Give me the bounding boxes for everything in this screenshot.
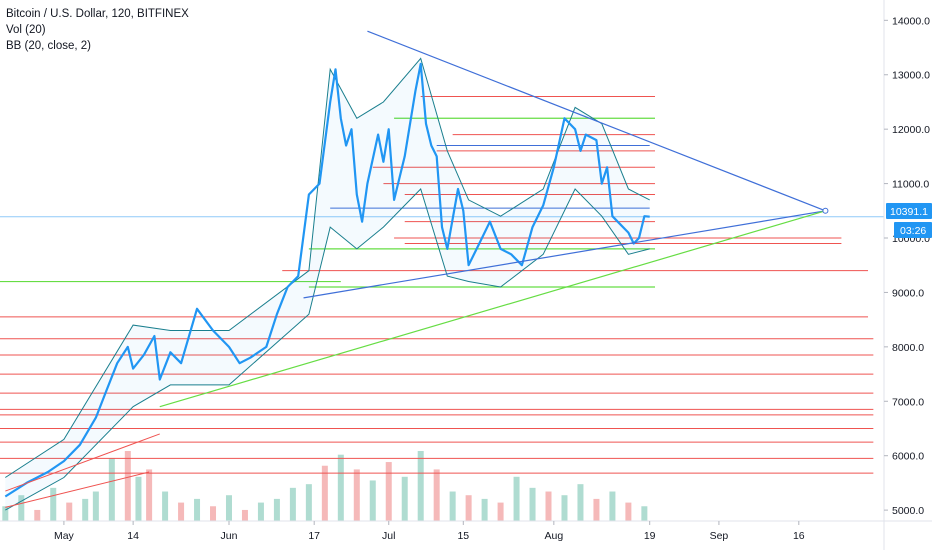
volume-bar bbox=[513, 476, 520, 521]
volume-bar bbox=[481, 498, 488, 521]
legend-bollinger: BB (20, close, 2) bbox=[6, 40, 92, 52]
legend-volume: Vol (20) bbox=[6, 24, 46, 36]
x-tick-label: 14 bbox=[127, 530, 139, 542]
y-tick-label: 8000.0 bbox=[892, 342, 924, 354]
volume-bar bbox=[162, 491, 169, 521]
volume-bar bbox=[210, 506, 217, 521]
volume-bar bbox=[178, 502, 185, 521]
volume-layer bbox=[2, 451, 648, 521]
red-channel-line bbox=[5, 433, 160, 492]
volume-bar bbox=[337, 454, 344, 521]
volume-bar bbox=[289, 487, 296, 521]
volume-bar bbox=[273, 498, 280, 521]
volume-bar bbox=[465, 495, 472, 521]
x-tick-label: 16 bbox=[793, 530, 805, 542]
volume-bar bbox=[257, 502, 264, 521]
volume-bar bbox=[305, 484, 312, 521]
volume-bar bbox=[353, 469, 360, 521]
volume-bar bbox=[417, 451, 424, 521]
volume-bar bbox=[50, 487, 57, 521]
x-tick-label: Aug bbox=[544, 530, 563, 542]
volume-bar bbox=[66, 502, 73, 521]
y-tick-label: 14000.0 bbox=[892, 15, 930, 27]
last-price-tag bbox=[886, 203, 932, 219]
volume-bar bbox=[449, 491, 456, 521]
y-tick-label: 9000.0 bbox=[892, 287, 924, 299]
volume-bar bbox=[92, 491, 99, 521]
volume-bar bbox=[401, 476, 408, 521]
volume-bar bbox=[545, 491, 552, 521]
volume-bar bbox=[34, 509, 41, 521]
green-trendline bbox=[159, 210, 826, 408]
x-tick-label: Jul bbox=[382, 530, 395, 542]
price-tag-layer: 10391.1 03:26 bbox=[886, 203, 932, 238]
volume-bar bbox=[146, 469, 153, 521]
x-tick-label: May bbox=[54, 530, 75, 542]
volume-bar bbox=[135, 476, 142, 521]
x-tick-label: Sep bbox=[710, 530, 729, 542]
x-tick-label: Jun bbox=[221, 530, 238, 542]
countdown-label: 03:26 bbox=[900, 225, 926, 237]
horizontal-lines-layer bbox=[0, 96, 884, 474]
volume-bar bbox=[321, 465, 328, 521]
countdown-tag bbox=[894, 222, 932, 238]
y-tick-label: 7000.0 bbox=[892, 396, 924, 408]
volume-bar bbox=[385, 462, 392, 521]
blue-trendline bbox=[367, 30, 826, 212]
volume-bar bbox=[18, 495, 25, 521]
red-channel-line bbox=[5, 471, 150, 508]
x-tick-label: 15 bbox=[457, 530, 469, 542]
bollinger-lower-band bbox=[5, 188, 650, 511]
y-tick-label: 11000.0 bbox=[892, 179, 929, 191]
x-tick-label: 17 bbox=[308, 530, 320, 542]
volume-bar bbox=[225, 495, 232, 521]
chart-legend: Bitcoin / U.S. Dollar, 120, BITFINEX Vol… bbox=[6, 6, 189, 54]
volume-bar bbox=[609, 491, 616, 521]
volume-bar bbox=[108, 458, 115, 521]
bollinger-band-layer bbox=[5, 57, 650, 511]
volume-bar bbox=[241, 509, 248, 521]
volume-bar bbox=[641, 506, 648, 521]
volume-bar bbox=[433, 469, 440, 521]
volume-bar bbox=[497, 502, 504, 521]
volume-bar bbox=[529, 487, 536, 521]
volume-bar bbox=[2, 506, 9, 521]
volume-bar bbox=[577, 484, 584, 521]
y-tick-label: 13000.0 bbox=[892, 70, 930, 82]
volume-bar bbox=[194, 498, 201, 521]
blue-trendline bbox=[303, 210, 826, 299]
x-tick-label: 19 bbox=[644, 530, 656, 542]
volume-bar bbox=[124, 451, 131, 521]
volume-bar bbox=[82, 498, 89, 521]
last-price-label: 10391.1 bbox=[890, 206, 928, 218]
volume-bar bbox=[593, 498, 600, 521]
trendline-layer bbox=[5, 30, 829, 508]
volume-bar bbox=[625, 502, 632, 521]
volume-bar bbox=[561, 495, 568, 521]
bollinger-upper-band bbox=[5, 57, 650, 478]
triangle-apex-point bbox=[822, 207, 829, 214]
y-tick-label: 5000.0 bbox=[892, 505, 924, 517]
y-tick-label: 6000.0 bbox=[892, 451, 924, 463]
legend-symbol: Bitcoin / U.S. Dollar, 120, BITFINEX bbox=[6, 8, 189, 20]
bollinger-fill bbox=[5, 58, 650, 511]
volume-bar bbox=[369, 480, 376, 521]
price-layer bbox=[4, 62, 650, 498]
y-tick-label: 12000.0 bbox=[892, 124, 930, 136]
price-series-line bbox=[4, 62, 650, 498]
